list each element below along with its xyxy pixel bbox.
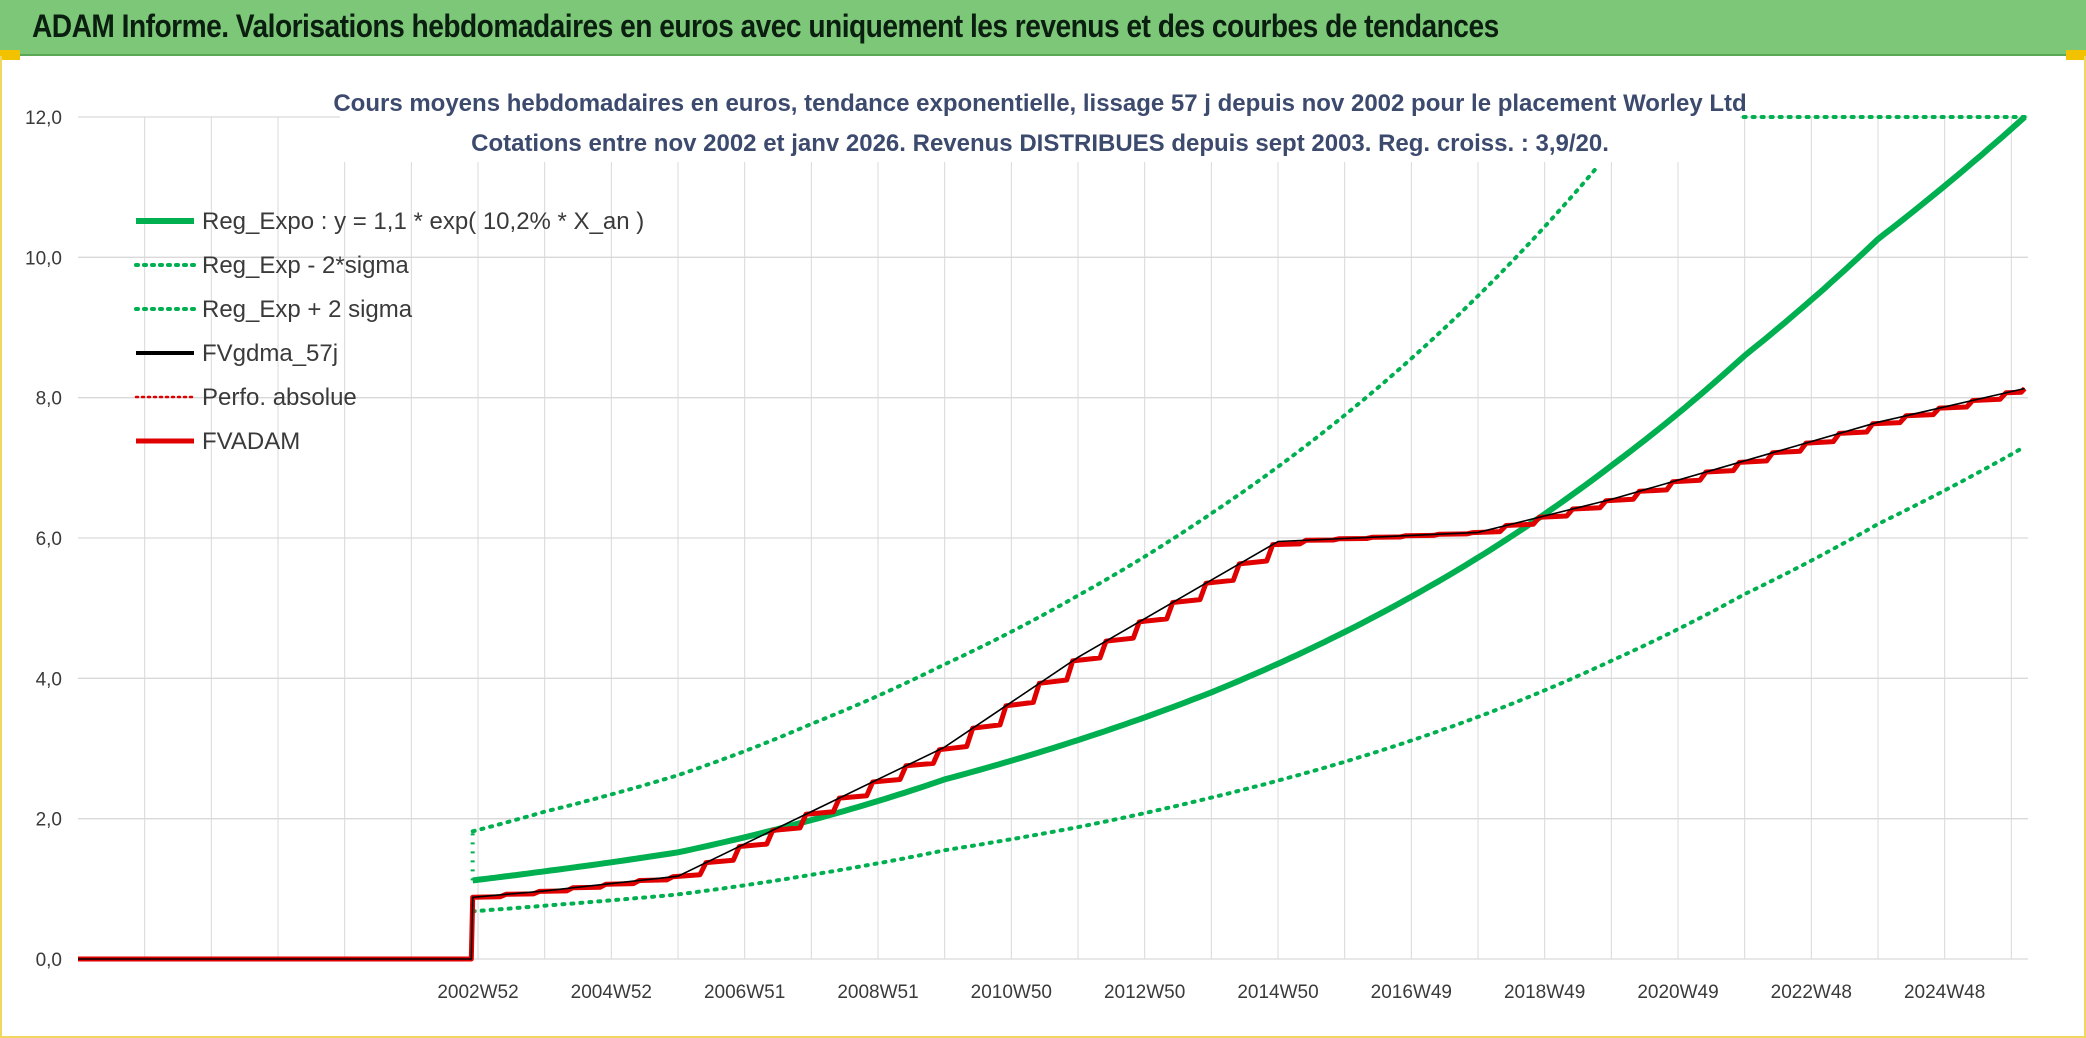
x-tick-label: 2010W50 <box>971 982 1052 1003</box>
legend: Reg_Expo : y = 1,1 * exp( 10,2% * X_an )… <box>134 208 644 455</box>
x-tick-label: 2008W51 <box>837 982 918 1003</box>
series-line-fvadam <box>78 386 2027 962</box>
page-title: ADAM Informe. Valorisations hebdomadaire… <box>32 8 1499 44</box>
y-tick-label: 2,0 <box>36 810 62 831</box>
x-tick-label: 2012W50 <box>1104 982 1185 1003</box>
axes: 0,0 2,0 4,0 6,0 8,0 10,0 12,0 2002W52 2004W52 200… <box>25 108 1985 1003</box>
series-line-minus-2sigma <box>470 444 2027 914</box>
legend-label: FVADAM <box>202 428 300 455</box>
x-tick-label: 2002W52 <box>437 982 518 1003</box>
y-tick-label: 4,0 <box>36 669 62 690</box>
series-layer <box>78 115 2027 962</box>
title-background <box>340 76 1740 162</box>
series-line-plus-2sigma <box>470 164 1600 834</box>
grid-lines <box>78 116 2028 960</box>
legend-label: Perfo. absolue <box>202 384 357 411</box>
series-line-fvgdma <box>78 387 2025 960</box>
legend-label: Reg_Exp + 2 sigma <box>202 296 413 323</box>
corner-decoration-left <box>0 50 20 60</box>
y-tick-label: 12,0 <box>25 108 62 129</box>
legend-label: FVgdma_57j <box>202 340 338 367</box>
y-tick-label: 0,0 <box>36 950 62 971</box>
y-tick-label: 8,0 <box>36 389 62 410</box>
corner-decoration-right <box>2066 50 2086 60</box>
y-tick-label: 6,0 <box>36 529 62 550</box>
legend-label: Reg_Exp - 2*sigma <box>202 252 409 279</box>
x-tick-label: 2018W49 <box>1504 982 1585 1003</box>
chart-subtitle: Cotations entre nov 2002 et janv 2026. R… <box>471 130 1609 157</box>
x-tick-label: 2014W50 <box>1237 982 1318 1003</box>
header-banner: ADAM Informe. Valorisations hebdomadaire… <box>0 0 2086 56</box>
x-tick-label: 2024W48 <box>1904 982 1985 1003</box>
x-tick-label: 2022W48 <box>1771 982 1852 1003</box>
legend-label: Reg_Expo : y = 1,1 * exp( 10,2% * X_an ) <box>202 208 644 235</box>
x-tick-label: 2006W51 <box>704 982 785 1003</box>
x-tick-label: 2020W49 <box>1637 982 1718 1003</box>
x-tick-label: 2016W49 <box>1371 982 1452 1003</box>
y-tick-label: 10,0 <box>25 248 62 269</box>
series-line-reg-expo <box>472 115 2027 884</box>
chart-title: Cours moyens hebdomadaires en euros, ten… <box>333 90 1746 117</box>
x-tick-label: 2004W52 <box>571 982 652 1003</box>
